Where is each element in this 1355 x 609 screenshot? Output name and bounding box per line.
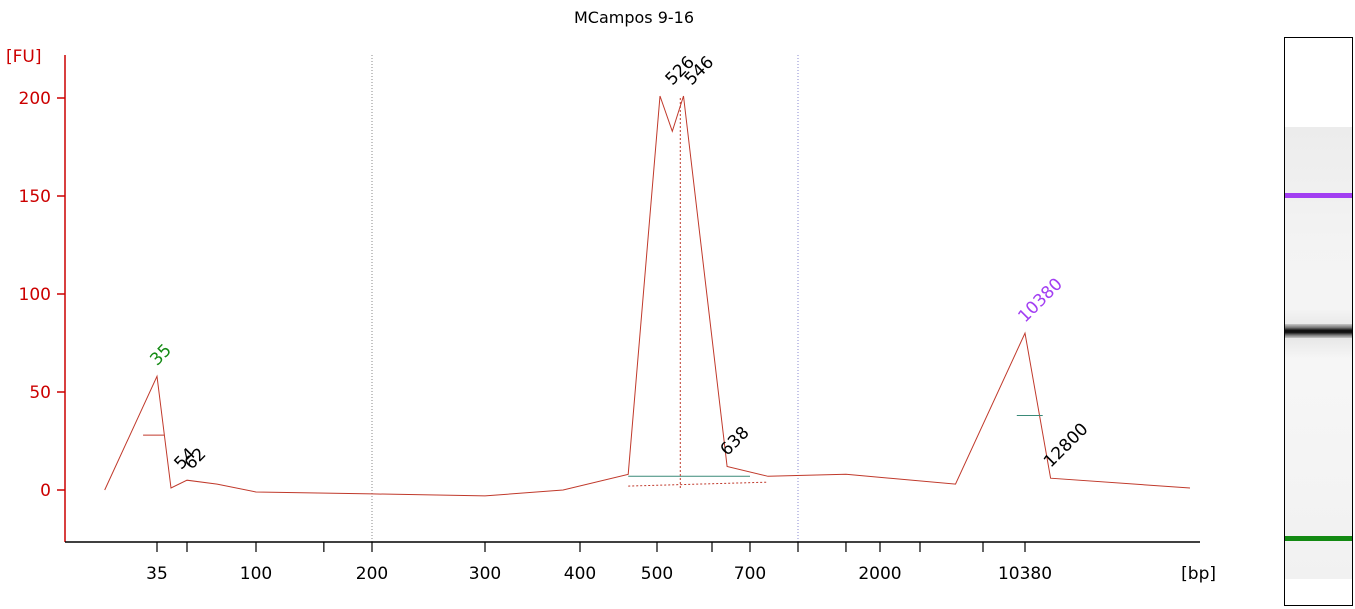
x-tick-label: 400 xyxy=(564,564,596,584)
y-tick-label: 150 xyxy=(19,187,51,207)
gel-lane-image xyxy=(1284,37,1353,606)
electropherogram-chart: 0 50 100 150 200 [FU] 35 100 200 300 400 500 700 2000… xyxy=(6,47,1216,584)
grid-layer xyxy=(371,55,799,542)
x-tick-label: 500 xyxy=(641,564,673,584)
y-axis-label: [FU] xyxy=(6,47,42,67)
y-tick-label: 100 xyxy=(19,285,51,305)
trace-layer xyxy=(104,95,1191,497)
peak-label: 12800 xyxy=(1040,419,1092,471)
y-tick-label: 200 xyxy=(19,89,51,109)
x-tick-label: 10380 xyxy=(998,564,1052,584)
electropherogram-trace xyxy=(104,95,1191,497)
x-tick-label: 35 xyxy=(146,564,168,584)
chart-title: MCampos 9-16 xyxy=(573,8,695,27)
peak-label: 638 xyxy=(717,423,754,460)
axes-layer: 0 50 100 150 200 [FU] 35 100 200 300 400 500 700 2000… xyxy=(6,47,1216,584)
x-tick-label: 300 xyxy=(469,564,501,584)
x-tick-label: 2000 xyxy=(858,564,901,584)
peak-baseline-main xyxy=(628,481,768,487)
gel-band-lower-marker xyxy=(1285,536,1352,541)
x-tick-label: 100 xyxy=(240,564,272,584)
peak-label: 35 xyxy=(146,340,175,369)
gel-band-upper-marker xyxy=(1285,193,1352,198)
peak-label: 10380 xyxy=(1014,274,1066,326)
y-tick-label: 50 xyxy=(29,383,51,403)
gel-lane-background xyxy=(1285,127,1352,579)
gel-band-sample xyxy=(1285,324,1352,338)
x-axis-label: [bp] xyxy=(1181,564,1216,584)
x-tick-label: 200 xyxy=(356,564,388,584)
y-tick-label: 0 xyxy=(40,481,51,501)
x-tick-label: 700 xyxy=(734,564,766,584)
